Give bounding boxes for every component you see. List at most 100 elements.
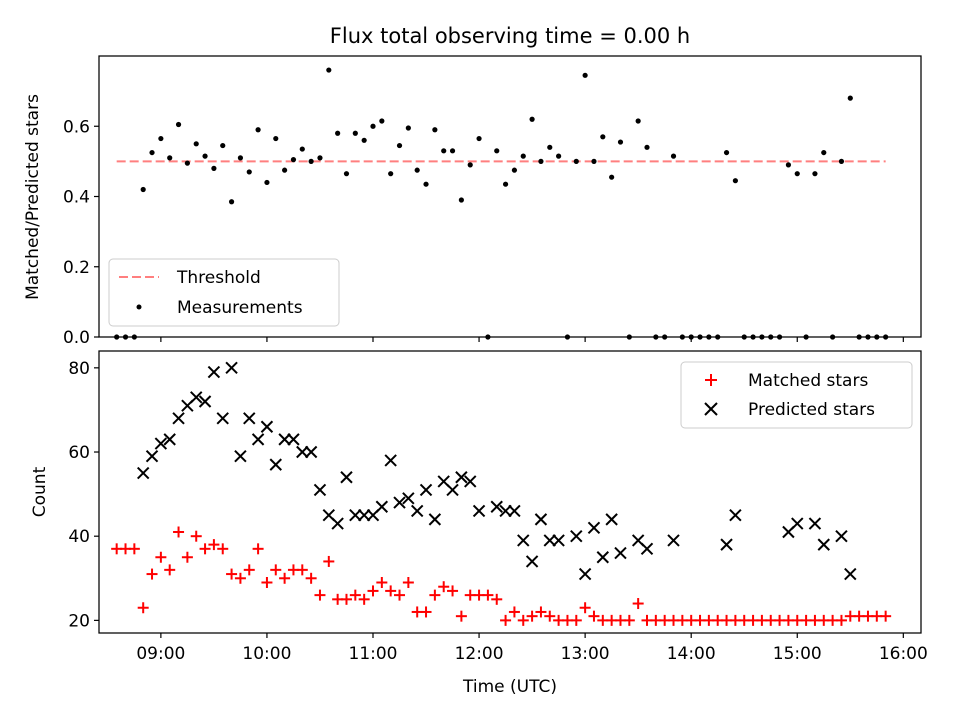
- measurement-point: [317, 155, 323, 161]
- measurement-point: [237, 155, 244, 161]
- x-axis-label: Time (UTC): [462, 677, 557, 697]
- bottom-legend-box: [680, 361, 913, 429]
- measurement-point: [794, 171, 800, 177]
- matched-stars-point: [570, 614, 582, 626]
- matched-stars-point: [252, 543, 264, 555]
- legend-matched-label: Matched stars: [748, 371, 868, 391]
- predicted-stars-point: [190, 391, 203, 404]
- predicted-stars-point: [296, 445, 309, 459]
- chart-title: Flux total observing time = 0.00 h: [330, 24, 690, 48]
- top-y-axis-label: Matched/Predicted stars: [23, 94, 43, 300]
- y-tick-label: 0.6: [63, 117, 90, 137]
- measurement-point: [511, 167, 518, 173]
- measurement-point: [414, 167, 420, 173]
- measurement-point: [423, 181, 429, 187]
- predicted-stars-point: [402, 492, 415, 505]
- x-tick-label: 10:00: [242, 644, 291, 664]
- predicted-stars-point: [225, 361, 238, 375]
- measurement-point: [290, 157, 297, 163]
- predicted-stars-point: [287, 433, 300, 446]
- y-tick-label: 80: [68, 359, 90, 379]
- matched-stars-point: [835, 614, 847, 626]
- predicted-stars-point: [375, 500, 389, 513]
- predicted-stars-point: [640, 542, 654, 556]
- matched-stars-point: [173, 526, 185, 538]
- predicted-stars-point: [428, 513, 442, 526]
- measurement-point: [352, 130, 358, 136]
- top-x-ticks: [160, 337, 904, 342]
- matched-stars-point: [880, 610, 892, 622]
- predicted-stars-point: [331, 517, 344, 530]
- matched-stars-point: [234, 572, 246, 584]
- bottom-y-ticks: 20 40 60 80: [68, 359, 99, 631]
- predicted-stars-point: [172, 412, 185, 425]
- matched-stars-point: [491, 593, 503, 605]
- predicted-stars-point: [596, 551, 610, 564]
- matched-stars-point: [385, 585, 397, 597]
- measurement-point: [723, 149, 730, 156]
- matched-stars-point: [279, 572, 291, 584]
- predicted-stars-point: [614, 546, 627, 560]
- bottom-x-ticks: 09:00 10:00 11:00 12:00 13:00 14:00 15:00 16:00: [136, 633, 928, 664]
- measurement-point: [547, 144, 553, 150]
- matched-stars-point: [181, 551, 193, 563]
- y-tick-label: 60: [68, 443, 90, 463]
- measurement-point: [458, 197, 464, 203]
- matched-stars-point: [482, 589, 494, 601]
- predicted-stars-point: [163, 433, 176, 446]
- matched-stars-point: [296, 564, 308, 576]
- y-tick-label: 0.0: [63, 328, 90, 348]
- measurement-point: [785, 162, 792, 168]
- y-tick-label: 20: [68, 611, 90, 631]
- predicted-stars-point: [349, 508, 362, 522]
- predicted-stars-point: [234, 450, 247, 463]
- measurement-point: [582, 72, 588, 78]
- predicted-stars-point: [446, 483, 459, 497]
- predicted-stars-point: [578, 567, 592, 581]
- measurement-point: [326, 67, 332, 73]
- matched-stars-point: [226, 568, 238, 580]
- measurement-point: [370, 123, 376, 129]
- bottom-axes-frame: [98, 350, 922, 634]
- bottom-plot-marks: [111, 361, 892, 626]
- matched-stars-point: [579, 602, 591, 614]
- predicted-stars-point: [260, 420, 274, 433]
- measurement-point: [441, 148, 447, 154]
- legend-predicted-swatch: [704, 402, 718, 416]
- predicted-stars-point: [340, 471, 353, 484]
- predicted-stars-point: [198, 395, 212, 408]
- measurement-point: [246, 169, 252, 175]
- matched-stars-point: [155, 551, 167, 563]
- measurement-point: [529, 116, 535, 122]
- matched-stars-point: [526, 610, 538, 622]
- y-tick-label: 40: [68, 527, 90, 547]
- measurement-point: [494, 148, 500, 154]
- matched-stars-point: [508, 606, 520, 618]
- legend-matched-swatch: [705, 374, 717, 386]
- measurement-point: [502, 181, 509, 187]
- top-axes-frame: [98, 55, 922, 338]
- bottom-y-axis-label: Count: [30, 466, 50, 517]
- predicted-stars-point: [278, 433, 291, 446]
- measurement-point: [167, 155, 173, 161]
- predicted-stars-point: [552, 534, 565, 547]
- matched-stars-point: [349, 589, 361, 601]
- predicted-stars-point: [534, 513, 548, 526]
- matched-stars-point: [243, 564, 255, 576]
- predicted-stars-point: [136, 466, 150, 480]
- matched-stars-point: [270, 564, 282, 576]
- matched-stars-point: [199, 543, 211, 555]
- x-tick-label: 16:00: [879, 644, 928, 664]
- legend-measurements-label: Measurements: [177, 298, 303, 318]
- measurement-point: [538, 158, 544, 164]
- top-legend: Threshold Measurements: [108, 258, 340, 327]
- predicted-stars-point: [455, 471, 468, 484]
- matched-stars-point: [376, 576, 388, 588]
- matched-stars-point: [358, 593, 370, 605]
- measurement-point: [211, 165, 217, 171]
- predicted-stars-point: [844, 567, 857, 581]
- predicted-stars-point: [472, 504, 486, 518]
- predicted-stars-point: [490, 500, 503, 513]
